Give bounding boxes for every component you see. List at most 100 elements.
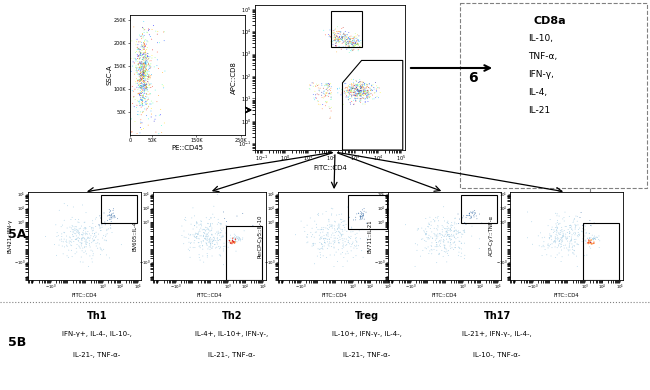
Point [342, 87, 352, 94]
Point [358, 87, 369, 93]
Point [137, 75, 148, 81]
Point [151, 62, 162, 69]
Point [355, 87, 365, 94]
Point [424, 236, 434, 242]
Point [315, 230, 326, 236]
Point [350, 237, 361, 243]
Point [424, 248, 435, 254]
Point [215, 253, 226, 259]
Point [364, 95, 374, 101]
Point [205, 223, 216, 229]
Point [308, 242, 318, 248]
Point [67, 254, 77, 260]
Point [154, 112, 164, 118]
Point [205, 238, 215, 244]
Point [456, 229, 466, 236]
Point [218, 209, 229, 215]
Point [367, 82, 377, 89]
Point [550, 235, 560, 241]
Point [140, 60, 150, 66]
Point [142, 71, 153, 78]
Point [355, 213, 365, 219]
Point [136, 80, 147, 86]
Point [536, 230, 546, 236]
Point [351, 253, 361, 259]
Point [136, 50, 147, 56]
Point [136, 78, 147, 84]
Point [94, 241, 105, 247]
Point [356, 84, 367, 90]
Point [317, 92, 327, 98]
Point [137, 59, 148, 65]
Point [321, 99, 332, 106]
Point [447, 231, 457, 238]
Point [346, 92, 357, 99]
Point [185, 254, 195, 261]
Point [342, 34, 352, 40]
Point [333, 224, 344, 230]
Point [344, 83, 354, 90]
Point [142, 53, 153, 60]
Point [138, 73, 149, 79]
Point [356, 211, 367, 218]
Point [137, 71, 148, 77]
Point [227, 241, 237, 247]
Point [137, 89, 148, 96]
Point [364, 91, 374, 97]
Point [181, 234, 191, 241]
Point [352, 41, 363, 47]
Point [148, 100, 158, 106]
Point [142, 98, 153, 104]
Point [138, 43, 148, 49]
Point [140, 60, 151, 67]
Point [214, 236, 225, 243]
Point [426, 229, 437, 235]
Point [337, 35, 348, 41]
Point [141, 73, 151, 79]
Point [105, 213, 115, 219]
Point [197, 243, 207, 249]
Point [346, 233, 356, 239]
Point [465, 209, 476, 215]
Point [347, 47, 358, 53]
Point [454, 238, 464, 244]
Point [137, 69, 148, 75]
Point [343, 87, 354, 93]
Point [140, 64, 151, 70]
Point [140, 68, 151, 74]
Point [198, 233, 209, 239]
Point [341, 94, 351, 100]
Point [328, 30, 338, 36]
Point [363, 91, 374, 98]
Point [147, 55, 157, 61]
Point [346, 88, 357, 94]
Point [569, 236, 580, 243]
Point [133, 82, 144, 88]
Point [199, 226, 209, 232]
Point [350, 92, 360, 99]
Point [352, 242, 362, 248]
Point [138, 62, 148, 69]
Point [566, 222, 576, 228]
Point [468, 208, 478, 215]
Point [351, 86, 361, 92]
Point [138, 44, 148, 50]
Point [344, 38, 355, 44]
Point [231, 238, 241, 245]
Point [587, 241, 597, 247]
X-axis label: FITC::CD4: FITC::CD4 [322, 293, 347, 298]
Point [354, 38, 365, 44]
Point [126, 116, 136, 122]
Point [353, 91, 363, 97]
Point [337, 243, 348, 249]
Point [343, 41, 353, 47]
Point [563, 227, 573, 233]
Point [359, 89, 370, 95]
Point [344, 88, 354, 94]
Point [593, 236, 604, 243]
Point [424, 220, 434, 226]
Point [179, 228, 189, 234]
Point [139, 89, 150, 95]
Point [135, 82, 146, 89]
Point [359, 92, 369, 99]
